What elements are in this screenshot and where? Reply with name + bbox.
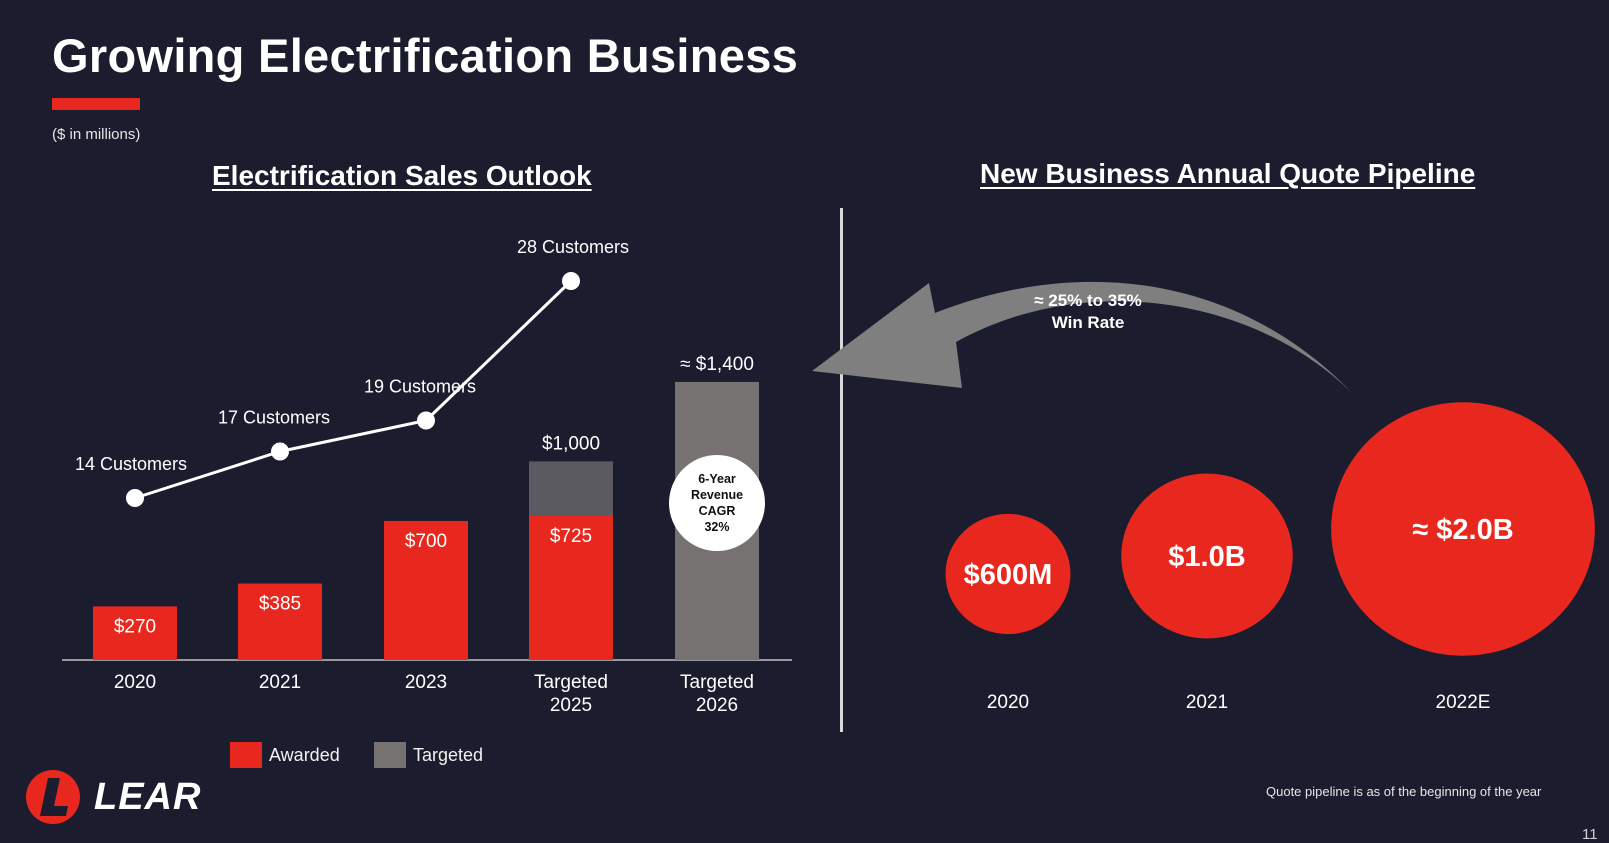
bar-awarded	[93, 606, 177, 660]
lear-logo-icon	[26, 770, 80, 824]
legend-awarded-label: Awarded	[269, 744, 340, 765]
cagr-badge	[669, 455, 765, 551]
customers-label: 14 Customers	[75, 454, 187, 474]
bar-value-label: $270	[114, 616, 156, 637]
bar-total-label: ≈ $1,400	[680, 354, 754, 375]
customers-point	[562, 272, 580, 290]
win-rate-arrow	[812, 281, 1354, 395]
win-rate-label: ≈ 25% to 35%	[1034, 291, 1142, 310]
sales-outlook-title: Electrification Sales Outlook	[212, 160, 592, 191]
cagr-badge-text: Revenue	[691, 488, 743, 502]
cagr-badge-text: 32%	[704, 520, 729, 534]
pipeline-bubble-label: $600M	[964, 559, 1053, 591]
x-tick-label: 2025	[550, 695, 592, 716]
customers-label: 19 Customers	[364, 377, 476, 397]
bar-targeted	[529, 461, 613, 516]
customers-point	[126, 489, 144, 507]
title-accent-bar	[52, 98, 140, 110]
bar-awarded	[384, 520, 468, 660]
footnote: Quote pipeline is as of the beginning of…	[1266, 784, 1542, 799]
legend-targeted-label: Targeted	[413, 744, 484, 765]
bar-awarded	[529, 516, 613, 660]
lear-logo: LEAR	[24, 768, 201, 826]
customers-label: 17 Customers	[218, 408, 330, 428]
legend-targeted: Targeted	[374, 742, 483, 768]
cagr-badge-text: CAGR	[699, 504, 736, 518]
pipeline-bubble-label: ≈ $2.0B	[1412, 514, 1513, 546]
units-note: ($ in millions)	[52, 126, 141, 143]
pipeline-bubble	[945, 513, 1071, 635]
bar-value-label: $725	[550, 526, 592, 547]
win-rate-label: Win Rate	[1052, 313, 1125, 332]
legend-awarded: Awarded	[230, 742, 340, 768]
bar-awarded	[238, 583, 322, 660]
pipeline-year-label: 2021	[1186, 692, 1228, 713]
cagr-badge-text: 6-Year	[698, 472, 736, 486]
x-tick-label: 2026	[696, 695, 738, 716]
x-tick-label: 2021	[259, 672, 301, 693]
customers-label: 28 Customers	[517, 237, 629, 257]
customers-point	[417, 411, 435, 430]
pipeline-bubble	[1331, 402, 1595, 656]
pipeline-year-label: 2020	[987, 692, 1029, 713]
page-title: Growing Electrification Business	[52, 29, 799, 82]
customers-point	[271, 442, 289, 461]
pipeline-year-label: 2022E	[1436, 692, 1491, 713]
x-tick-label: 2020	[114, 672, 156, 693]
x-tick-label: 2023	[405, 672, 447, 693]
customers-line	[134, 279, 573, 500]
bar-value-label: $385	[259, 594, 301, 615]
bar-total-label: $1,000	[542, 433, 600, 454]
legend-awarded-swatch	[230, 742, 262, 768]
quote-pipeline-title: New Business Annual Quote Pipeline	[980, 158, 1476, 189]
pipeline-bubble-label: $1.0B	[1168, 541, 1245, 573]
page-number: 11	[1582, 826, 1598, 843]
legend-targeted-swatch	[374, 742, 406, 768]
pipeline-bubble	[1121, 473, 1293, 639]
x-tick-label: Targeted	[680, 672, 754, 693]
section-divider	[840, 208, 843, 732]
lear-logo-text: LEAR	[94, 775, 202, 818]
bar-value-label: $700	[405, 531, 447, 552]
x-tick-label: Targeted	[534, 672, 608, 693]
